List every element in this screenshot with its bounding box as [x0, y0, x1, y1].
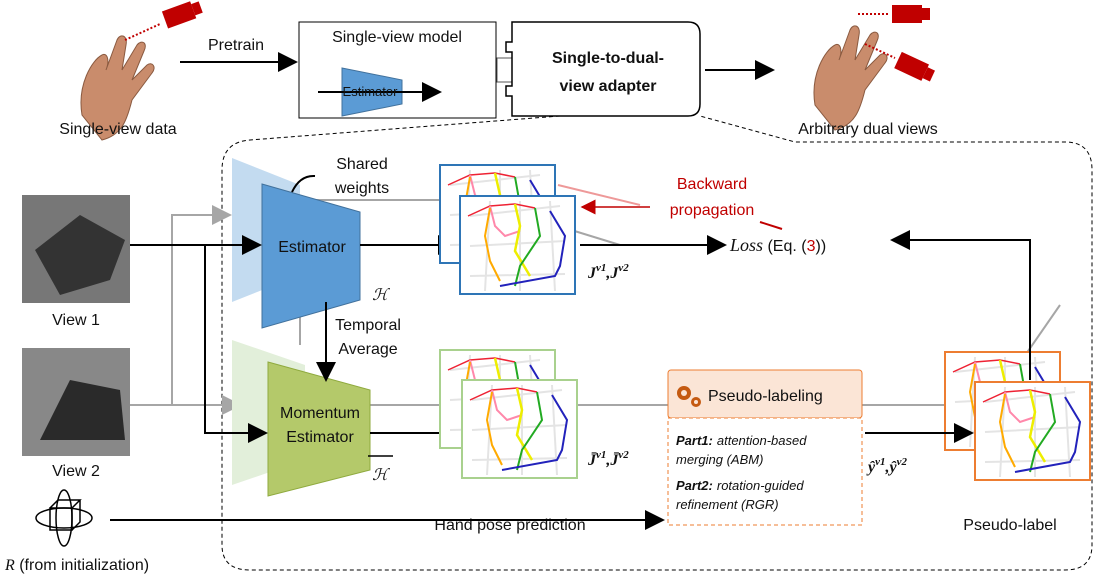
label: Pseudo-label — [963, 517, 1056, 534]
hand-image — [814, 26, 887, 130]
text-part: v2 — [618, 262, 629, 274]
label: view adapter — [560, 78, 657, 95]
label: weights — [334, 180, 389, 197]
label: Estimator — [278, 239, 346, 256]
text-part: (from initialization) — [15, 557, 149, 574]
part: Part1: attention-based — [676, 433, 807, 448]
output-label: ŷv1,ŷv2 — [866, 456, 907, 476]
text-part: Loss — [729, 235, 763, 255]
label: Estimator — [343, 84, 399, 99]
label: Pseudo-labeling — [708, 388, 823, 405]
adapter-box — [506, 22, 700, 116]
text-part: v1 — [596, 449, 606, 461]
label: Shared — [336, 156, 388, 173]
output-label: Jv1,Jv2 — [587, 262, 629, 282]
text-part: Part1: — [676, 433, 713, 448]
loss: Loss (Eq. (3)) — [729, 235, 826, 255]
label: Pretrain — [208, 37, 264, 54]
label: Single-view data — [59, 121, 177, 138]
text-part: v1 — [875, 456, 885, 468]
page: {"top": {"pretrain": "Pretrain", "single… — [0, 0, 1099, 579]
label: Arbitrary dual views — [798, 121, 938, 138]
output-label: J̄v1,J̄v2 — [587, 449, 629, 469]
rotation-icon — [36, 490, 92, 546]
estimator — [262, 184, 360, 328]
text-part: Part2: — [676, 478, 713, 493]
label: View 1 — [52, 312, 100, 329]
text-part: v1 — [596, 262, 606, 274]
symbol: ℋ — [372, 467, 390, 484]
text-part: v2 — [618, 449, 629, 461]
label: Momentum — [280, 405, 360, 422]
part: refinement (RGR) — [676, 497, 779, 512]
text-part: rotation-guided — [717, 478, 804, 493]
label: Single-to-dual- — [552, 50, 664, 67]
label: Estimator — [286, 429, 354, 446]
diagram: Single-view data Pretrain Single-view mo… — [0, 0, 1099, 579]
label: propagation — [670, 202, 755, 219]
symbol: ℋ — [372, 287, 390, 304]
text-part: 3 — [807, 238, 816, 255]
text-part: )) — [816, 238, 827, 255]
part: merging (ABM) — [676, 452, 763, 467]
text-part: (Eq. ( — [763, 238, 807, 255]
label: View 2 — [52, 463, 100, 480]
label: Single-view model — [332, 29, 462, 46]
part: Part2: rotation-guided — [676, 478, 804, 493]
text-part: R — [4, 557, 15, 574]
label: R (from initialization) — [4, 557, 149, 574]
text-part: attention-based — [717, 433, 807, 448]
text-part: v2 — [897, 456, 908, 468]
label: Temporal — [335, 317, 401, 334]
label: Backward — [677, 176, 747, 193]
label: Average — [338, 341, 397, 358]
